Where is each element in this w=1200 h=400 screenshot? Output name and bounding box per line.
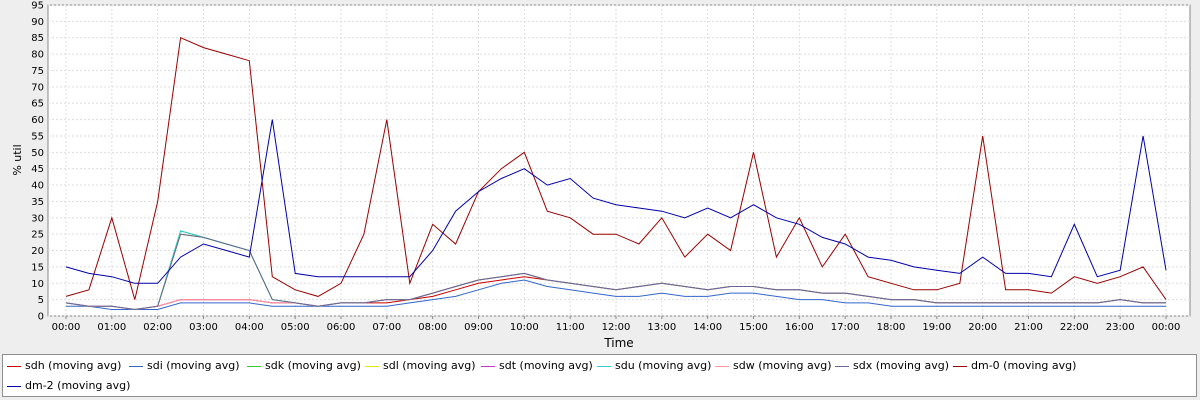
x-tick-label: 04:00 bbox=[235, 322, 264, 333]
plot-area bbox=[47, 4, 1191, 317]
x-tick-label: 19:00 bbox=[922, 322, 951, 333]
y-tick-label: 0 bbox=[38, 312, 44, 323]
y-tick-label: 75 bbox=[31, 66, 44, 77]
x-tick-label: 13:00 bbox=[647, 322, 676, 333]
x-tick-label: 17:00 bbox=[831, 322, 860, 333]
x-tick-label: 20:00 bbox=[968, 322, 997, 333]
legend-item: sdt (moving avg) bbox=[481, 359, 593, 372]
y-tick-label: 85 bbox=[31, 33, 44, 44]
legend-label: sdh (moving avg) bbox=[25, 359, 122, 372]
series-line-8 bbox=[65, 36, 1167, 300]
legend-item: sdu (moving avg) bbox=[597, 359, 711, 372]
y-tick-label: 95 bbox=[31, 1, 44, 12]
y-tick-label: 45 bbox=[31, 164, 44, 175]
y-tick-label: 55 bbox=[31, 131, 44, 142]
x-tick-label: 07:00 bbox=[372, 322, 401, 333]
legend-item: sdi (moving avg) bbox=[129, 359, 240, 372]
legend-label: sdi (moving avg) bbox=[147, 359, 240, 372]
legend-item: sdk (moving avg) bbox=[247, 359, 361, 372]
y-tick-label: 35 bbox=[31, 197, 44, 208]
legend-label: dm-0 (moving avg) bbox=[971, 359, 1077, 372]
legend-item: sdw (moving avg) bbox=[715, 359, 831, 372]
x-tick-label: 15:00 bbox=[739, 322, 768, 333]
legend-item: sdh (moving avg) bbox=[7, 359, 121, 372]
x-tick-label: 03:00 bbox=[189, 322, 218, 333]
legend-label: dm-2 (moving avg) bbox=[25, 379, 131, 392]
y-tick-label: 10 bbox=[31, 279, 44, 290]
series-line-7 bbox=[65, 233, 1166, 311]
legend-label: sdu (moving avg) bbox=[615, 359, 712, 372]
y-tick-label: 50 bbox=[31, 148, 44, 159]
x-tick-label: 14:00 bbox=[693, 322, 722, 333]
series-line-1 bbox=[66, 279, 1166, 310]
legend-label: sdk (moving avg) bbox=[265, 359, 361, 372]
y-axis-label: % util bbox=[11, 144, 24, 175]
x-tick-label: 21:00 bbox=[1014, 322, 1043, 333]
x-tick-label: 01:00 bbox=[97, 322, 126, 333]
x-tick-label: 06:00 bbox=[327, 322, 356, 333]
y-tick-label: 70 bbox=[31, 82, 44, 93]
chart-legend: sdh (moving avg) sdi (moving avg) sdk (mov… bbox=[2, 354, 1197, 397]
x-tick-label: 10:00 bbox=[510, 322, 539, 333]
y-tick-label: 25 bbox=[31, 230, 44, 241]
y-tick-label: 5 bbox=[38, 295, 44, 306]
y-tick-label: 80 bbox=[31, 50, 44, 61]
legend-label: sdl (moving avg) bbox=[383, 359, 476, 372]
x-tick-label: 18:00 bbox=[877, 322, 906, 333]
y-tick-label: 90 bbox=[31, 17, 44, 28]
legend-item: dm-2 (moving avg) bbox=[7, 379, 130, 392]
legend-item: sdl (moving avg) bbox=[365, 359, 476, 372]
legend-label: sdw (moving avg) bbox=[733, 359, 832, 372]
legend-swatch bbox=[7, 365, 21, 367]
legend-swatch bbox=[953, 365, 967, 367]
x-tick-label: 05:00 bbox=[281, 322, 310, 333]
legend-swatch bbox=[481, 365, 495, 367]
legend-swatch bbox=[247, 365, 261, 367]
legend-swatch bbox=[7, 385, 21, 387]
x-tick-label: 00:00 bbox=[52, 322, 81, 333]
x-tick-label: 11:00 bbox=[556, 322, 585, 333]
legend-swatch bbox=[597, 365, 611, 367]
x-tick-label: 02:00 bbox=[143, 322, 172, 333]
x-tick-label: 12:00 bbox=[602, 322, 631, 333]
series-line-9 bbox=[65, 119, 1167, 284]
line-chart: 0 5 10 15 20 25 30 35 40 45 50 55 60 65 70 75 80 85 90 95 00… bbox=[11, 1, 1191, 350]
x-tick-label: 09:00 bbox=[464, 322, 493, 333]
y-tick-label: 30 bbox=[31, 213, 44, 224]
legend-swatch bbox=[835, 365, 849, 367]
y-tick-label: 60 bbox=[31, 115, 44, 126]
y-tick-label: 20 bbox=[31, 246, 44, 257]
x-tick-label: 00:00 bbox=[1152, 322, 1181, 333]
x-tick-label: 23:00 bbox=[1106, 322, 1135, 333]
legend-item: dm-0 (moving avg) bbox=[953, 359, 1076, 372]
y-tick-label: 40 bbox=[31, 181, 44, 192]
legend-swatch bbox=[129, 365, 143, 367]
y-tick-label: 65 bbox=[31, 99, 44, 110]
x-tick-label: 16:00 bbox=[785, 322, 814, 333]
x-axis-label: Time bbox=[603, 336, 633, 350]
x-tick-label: 22:00 bbox=[1060, 322, 1089, 333]
legend-swatch bbox=[715, 365, 729, 367]
x-tick-label: 08:00 bbox=[418, 322, 447, 333]
y-tick-label: 15 bbox=[31, 262, 44, 273]
legend-label: sdx (moving avg) bbox=[853, 359, 949, 372]
legend-item: sdx (moving avg) bbox=[835, 359, 949, 372]
legend-label: sdt (moving avg) bbox=[499, 359, 593, 372]
legend-swatch bbox=[365, 365, 379, 367]
